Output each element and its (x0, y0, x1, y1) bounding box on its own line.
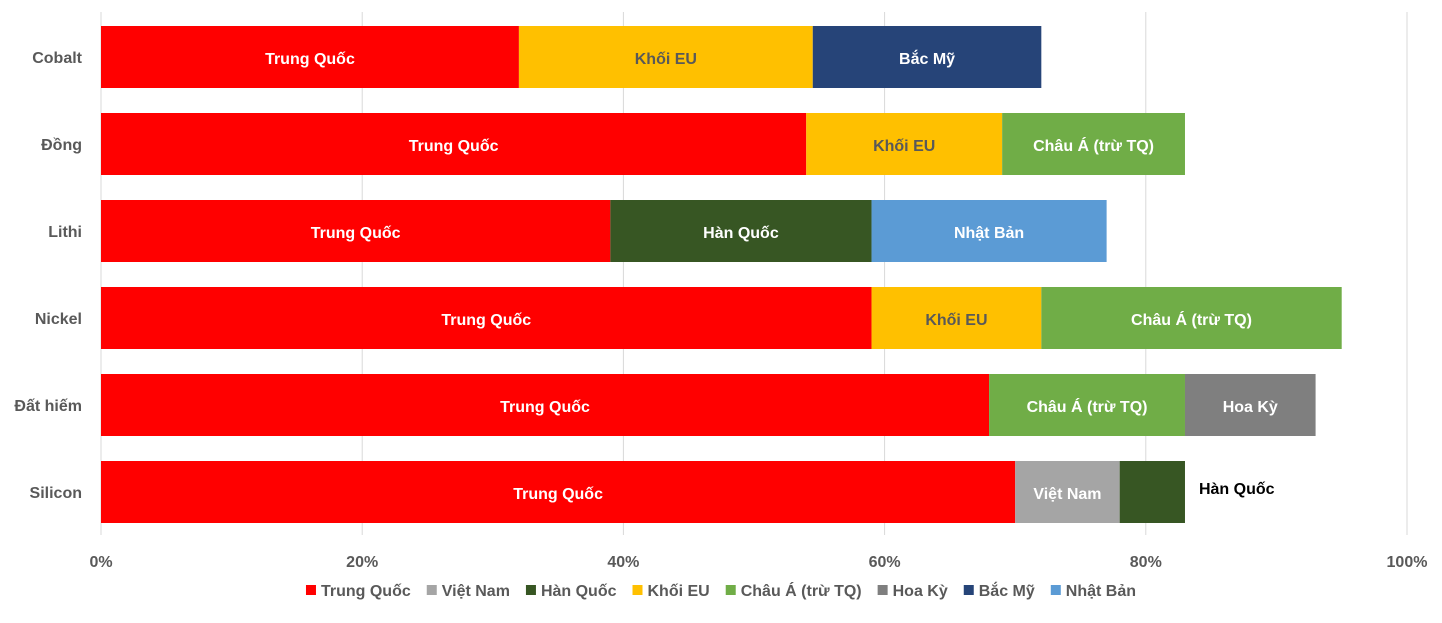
bar-segment-label: Trung Quốc (265, 51, 355, 68)
bar-segment (989, 374, 1185, 436)
legend-label: Bắc Mỹ (979, 581, 1035, 600)
legend-swatch (725, 585, 736, 595)
x-tick-label: 0% (89, 554, 112, 571)
bars-layer: Trung Quốc Khối EU Bắc Mỹ Trung Quốc Khối EU… (101, 26, 1342, 523)
legend-label: Việt Nam (442, 583, 510, 600)
bar-segment-label: Trung Quốc (513, 486, 603, 503)
legend-swatch (877, 585, 888, 595)
bar-outside-label: Hàn Quốc (1199, 481, 1275, 498)
bar-segment-label: Khối EU (873, 138, 935, 155)
bar-segment-label: Trung Quốc (500, 399, 590, 416)
bar-segment (101, 287, 872, 349)
category-label: Lithi (48, 224, 82, 241)
bar-segment (812, 26, 1042, 88)
grid-layer (100, 12, 1408, 535)
bar-segment (1119, 461, 1185, 523)
legend-label: Châu Á (trừ TQ) (741, 581, 862, 600)
category-label: Silicon (30, 485, 82, 502)
bar-segment (871, 287, 1042, 349)
category-label: Nickel (35, 311, 82, 328)
bar-segment-label: Việt Nam (1033, 486, 1101, 503)
legend: Trung Quốc Việt Nam Hàn Quốc Khối EU Châu Á … (305, 581, 1136, 600)
bar-segment (1184, 374, 1316, 436)
bar-segment-label: Châu Á (trừ TQ) (1033, 136, 1154, 155)
bar-segment-label: Châu Á (trừ TQ) (1027, 397, 1148, 416)
legend-label: Trung Quốc (321, 583, 411, 600)
legend-swatch (632, 585, 643, 595)
bar-segment-label: Khối EU (925, 312, 987, 329)
bar-segment (1015, 461, 1120, 523)
bar-segment-label: Khối EU (635, 51, 697, 68)
legend-label: Hàn Quốc (541, 583, 617, 600)
bar-segment (610, 200, 872, 262)
bar-segment (1041, 287, 1342, 349)
legend-swatch (963, 585, 974, 595)
legend-label: Nhật Bản (1066, 583, 1136, 600)
x-tick-label: 60% (869, 554, 901, 571)
bar-segment-label: Nhật Bản (954, 225, 1024, 242)
x-tick-label: 100% (1387, 554, 1428, 571)
bar-segment (1002, 113, 1185, 175)
bar-segment-label: Châu Á (trừ TQ) (1131, 310, 1252, 329)
bar-segment-label: Trung Quốc (311, 225, 401, 242)
legend-label: Khối EU (648, 583, 710, 600)
bar-segment (871, 200, 1107, 262)
bar-segment (518, 26, 813, 88)
bar-segment (101, 113, 807, 175)
legend-swatch (1050, 585, 1061, 595)
legend-swatch (426, 585, 437, 595)
axis-layer: 0% 20% 40% 60% 80% 100% Cobalt Đồng Lithi Nickel Đ… (14, 50, 1427, 571)
bar-segment (101, 374, 990, 436)
bar-segment-label: Bắc Mỹ (899, 49, 955, 68)
bar-segment-label: Trung Quốc (409, 138, 499, 155)
x-tick-label: 40% (607, 554, 639, 571)
bar-segment (101, 461, 1016, 523)
x-tick-label: 80% (1130, 554, 1162, 571)
bar-segment (101, 26, 519, 88)
x-tick-label: 20% (346, 554, 378, 571)
category-label: Đất hiếm (14, 398, 82, 415)
bar-segment (101, 200, 611, 262)
bar-segment-label: Trung Quốc (441, 312, 531, 329)
category-label: Cobalt (32, 50, 82, 67)
bar-segment-label: Hoa Kỳ (1223, 399, 1278, 416)
legend-swatch (305, 585, 316, 595)
category-label: Đồng (41, 137, 82, 154)
bar-segment-label: Hàn Quốc (703, 225, 779, 242)
legend-label: Hoa Kỳ (893, 583, 948, 600)
legend-swatch (525, 585, 536, 595)
bar-segment (806, 113, 1003, 175)
